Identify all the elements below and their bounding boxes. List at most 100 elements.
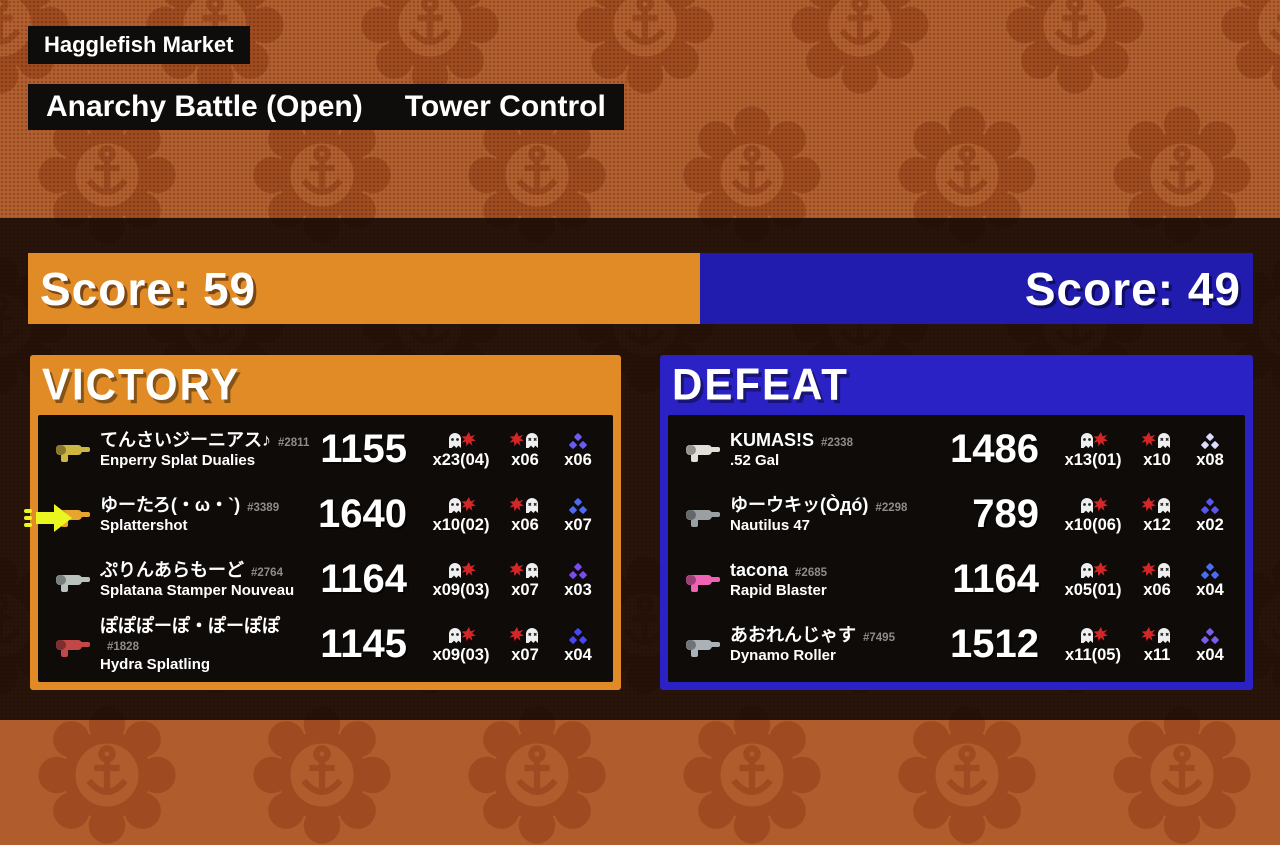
player-row[interactable]: あおれんじゃす #7495 Dynamo Roller 1512 x11(05) xyxy=(668,612,1245,677)
specials-count: x06 xyxy=(564,450,592,469)
player-row[interactable]: KUMAS!S #2338 .52 Gal 1486 x13(01) xyxy=(668,417,1245,482)
weapon-name: Dynamo Roller xyxy=(730,646,836,664)
weapon-name: Rapid Blaster xyxy=(730,581,827,599)
player-name: KUMAS!S xyxy=(730,430,814,451)
weapon-icon xyxy=(674,502,730,528)
score-bar-orange: Score: 59 xyxy=(28,253,700,324)
splats-icon xyxy=(1078,625,1108,645)
player-number-tag: #2298 xyxy=(875,502,908,515)
weapon-icon xyxy=(674,437,730,463)
splatted-icon xyxy=(510,560,540,580)
specials-count: x04 xyxy=(1196,645,1224,664)
player-name: てんさいジーニアス♪ xyxy=(100,430,271,451)
score-orange-text: Score: 59 xyxy=(40,262,257,315)
points-value: 789 xyxy=(972,492,1039,536)
stage-name: Hagglefish Market xyxy=(44,32,234,57)
special-weapon-icon xyxy=(568,430,588,450)
deaths-count: x07 xyxy=(511,580,539,599)
splatted-icon xyxy=(1142,625,1172,645)
weapon-name: .52 Gal xyxy=(730,451,780,469)
player-row[interactable]: てんさいジーニアス♪ #2811 Enperry Splat Dualies 11… xyxy=(38,417,613,482)
splatted-icon xyxy=(1142,430,1172,450)
score-bar-blue: Score: 49 xyxy=(700,253,1253,324)
specials-count: x02 xyxy=(1196,515,1224,534)
special-weapon-icon xyxy=(1200,560,1220,580)
splats-count: x13(01) xyxy=(1064,450,1122,469)
specials-count: x04 xyxy=(564,645,592,664)
weapon-icon xyxy=(44,437,100,463)
weapon-name: Enperry Splat Dualies xyxy=(100,451,256,469)
special-weapon-icon xyxy=(568,625,588,645)
weapon-name: Hydra Splatling xyxy=(100,655,211,673)
splats-count: x10(02) xyxy=(432,515,490,534)
specials-count: x03 xyxy=(564,580,592,599)
points-value: 1145 xyxy=(320,622,407,666)
player-name: ゆーウキッ(Òдó) xyxy=(730,495,869,516)
player-number-tag: #7495 xyxy=(863,632,895,645)
weapon-name: Splattershot xyxy=(100,516,188,534)
victory-label: VICTORY xyxy=(42,359,241,410)
splatted-icon xyxy=(510,495,540,515)
splats-count: x11(05) xyxy=(1065,645,1121,664)
player-name: tacona xyxy=(730,560,789,581)
splatted-icon xyxy=(1142,560,1172,580)
weapon-icon xyxy=(44,567,100,593)
splats-icon xyxy=(1078,430,1108,450)
weapon-name: Splatana Stamper Nouveau xyxy=(100,581,295,599)
splatted-icon xyxy=(1142,495,1172,515)
specials-count: x04 xyxy=(1196,580,1224,599)
stage-name-label: Hagglefish Market xyxy=(28,26,250,64)
weapon-name: Nautilus 47 xyxy=(730,516,811,534)
special-weapon-icon xyxy=(1200,625,1220,645)
splatted-icon xyxy=(510,430,540,450)
points-value: 1640 xyxy=(318,492,407,536)
special-weapon-icon xyxy=(1200,430,1220,450)
player-row[interactable]: ぷりんあらもーど #2764 Splatana Stamper Nouveau 1… xyxy=(38,547,613,612)
player-row[interactable]: ゆーたろ(・ω・`) #3389 Splattershot 1640 x10(02… xyxy=(38,482,613,547)
victory-panel: VICTORY てんさいジーニアス♪ #2811 Enperry Splat Du… xyxy=(30,355,621,690)
player-name: あおれんじゃす xyxy=(730,625,856,646)
battle-mode-label: Anarchy Battle (Open) Tower Control xyxy=(28,84,624,130)
defeat-label: DEFEAT xyxy=(672,359,849,410)
player-name: ゆーたろ(・ω・`) xyxy=(100,495,241,516)
points-value: 1486 xyxy=(950,427,1039,471)
score-blue-text: Score: 49 xyxy=(1024,262,1241,315)
player-row[interactable]: ぽぽぽーぽ・ぽーぽぽ #1828 Hydra Splatling 1145 x09… xyxy=(38,612,613,677)
points-value: 1164 xyxy=(952,557,1039,601)
specials-count: x07 xyxy=(564,515,592,534)
player-number-tag: #2764 xyxy=(251,567,283,580)
specials-count: x08 xyxy=(1196,450,1224,469)
battle-type: Anarchy Battle (Open) xyxy=(46,90,363,123)
splats-icon xyxy=(1078,495,1108,515)
battle-mode: Tower Control xyxy=(404,90,606,123)
deaths-count: x06 xyxy=(1143,580,1171,599)
player-row[interactable]: ゆーウキッ(Òдó) #2298 Nautilus 47 789 x10(06) xyxy=(668,482,1245,547)
current-player-arrow-icon xyxy=(24,504,72,532)
deaths-count: x12 xyxy=(1143,515,1171,534)
player-number-tag: #1828 xyxy=(107,641,139,654)
deaths-count: x06 xyxy=(511,515,539,534)
victory-player-list: てんさいジーニアス♪ #2811 Enperry Splat Dualies 11… xyxy=(38,415,613,682)
special-weapon-icon xyxy=(1200,495,1220,515)
splats-icon xyxy=(446,495,476,515)
points-value: 1164 xyxy=(320,557,407,601)
points-value: 1155 xyxy=(320,427,407,471)
splats-icon xyxy=(1078,560,1108,580)
player-name: ぷりんあらもーど xyxy=(100,560,244,581)
player-number-tag: #3389 xyxy=(247,502,280,515)
splats-icon xyxy=(446,560,476,580)
splatted-icon xyxy=(510,625,540,645)
player-number-tag: #2811 xyxy=(278,437,310,450)
deaths-count: x11 xyxy=(1143,645,1171,664)
player-row[interactable]: tacona #2685 Rapid Blaster 1164 x05(01) xyxy=(668,547,1245,612)
points-value: 1512 xyxy=(950,622,1039,666)
deaths-count: x07 xyxy=(511,645,539,664)
weapon-icon xyxy=(44,632,100,658)
splats-icon xyxy=(446,430,476,450)
player-number-tag: #2338 xyxy=(821,437,853,450)
special-weapon-icon xyxy=(568,560,588,580)
defeat-player-list: KUMAS!S #2338 .52 Gal 1486 x13(01) xyxy=(668,415,1245,682)
weapon-icon xyxy=(674,632,730,658)
deaths-count: x06 xyxy=(511,450,539,469)
player-number-tag: #2685 xyxy=(795,567,828,580)
